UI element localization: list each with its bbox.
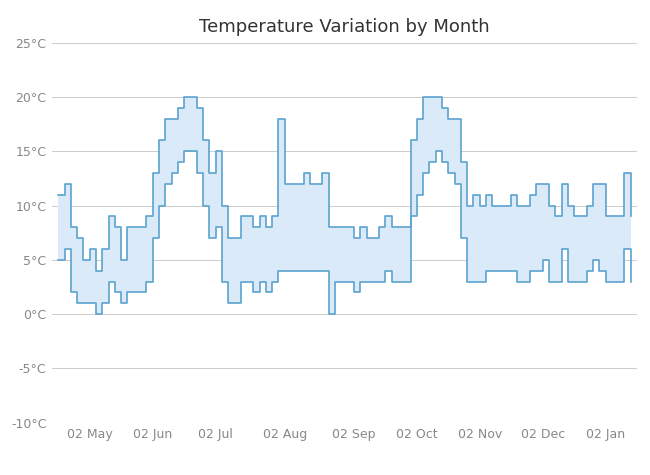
Title: Temperature Variation by Month: Temperature Variation by Month [199,18,490,36]
